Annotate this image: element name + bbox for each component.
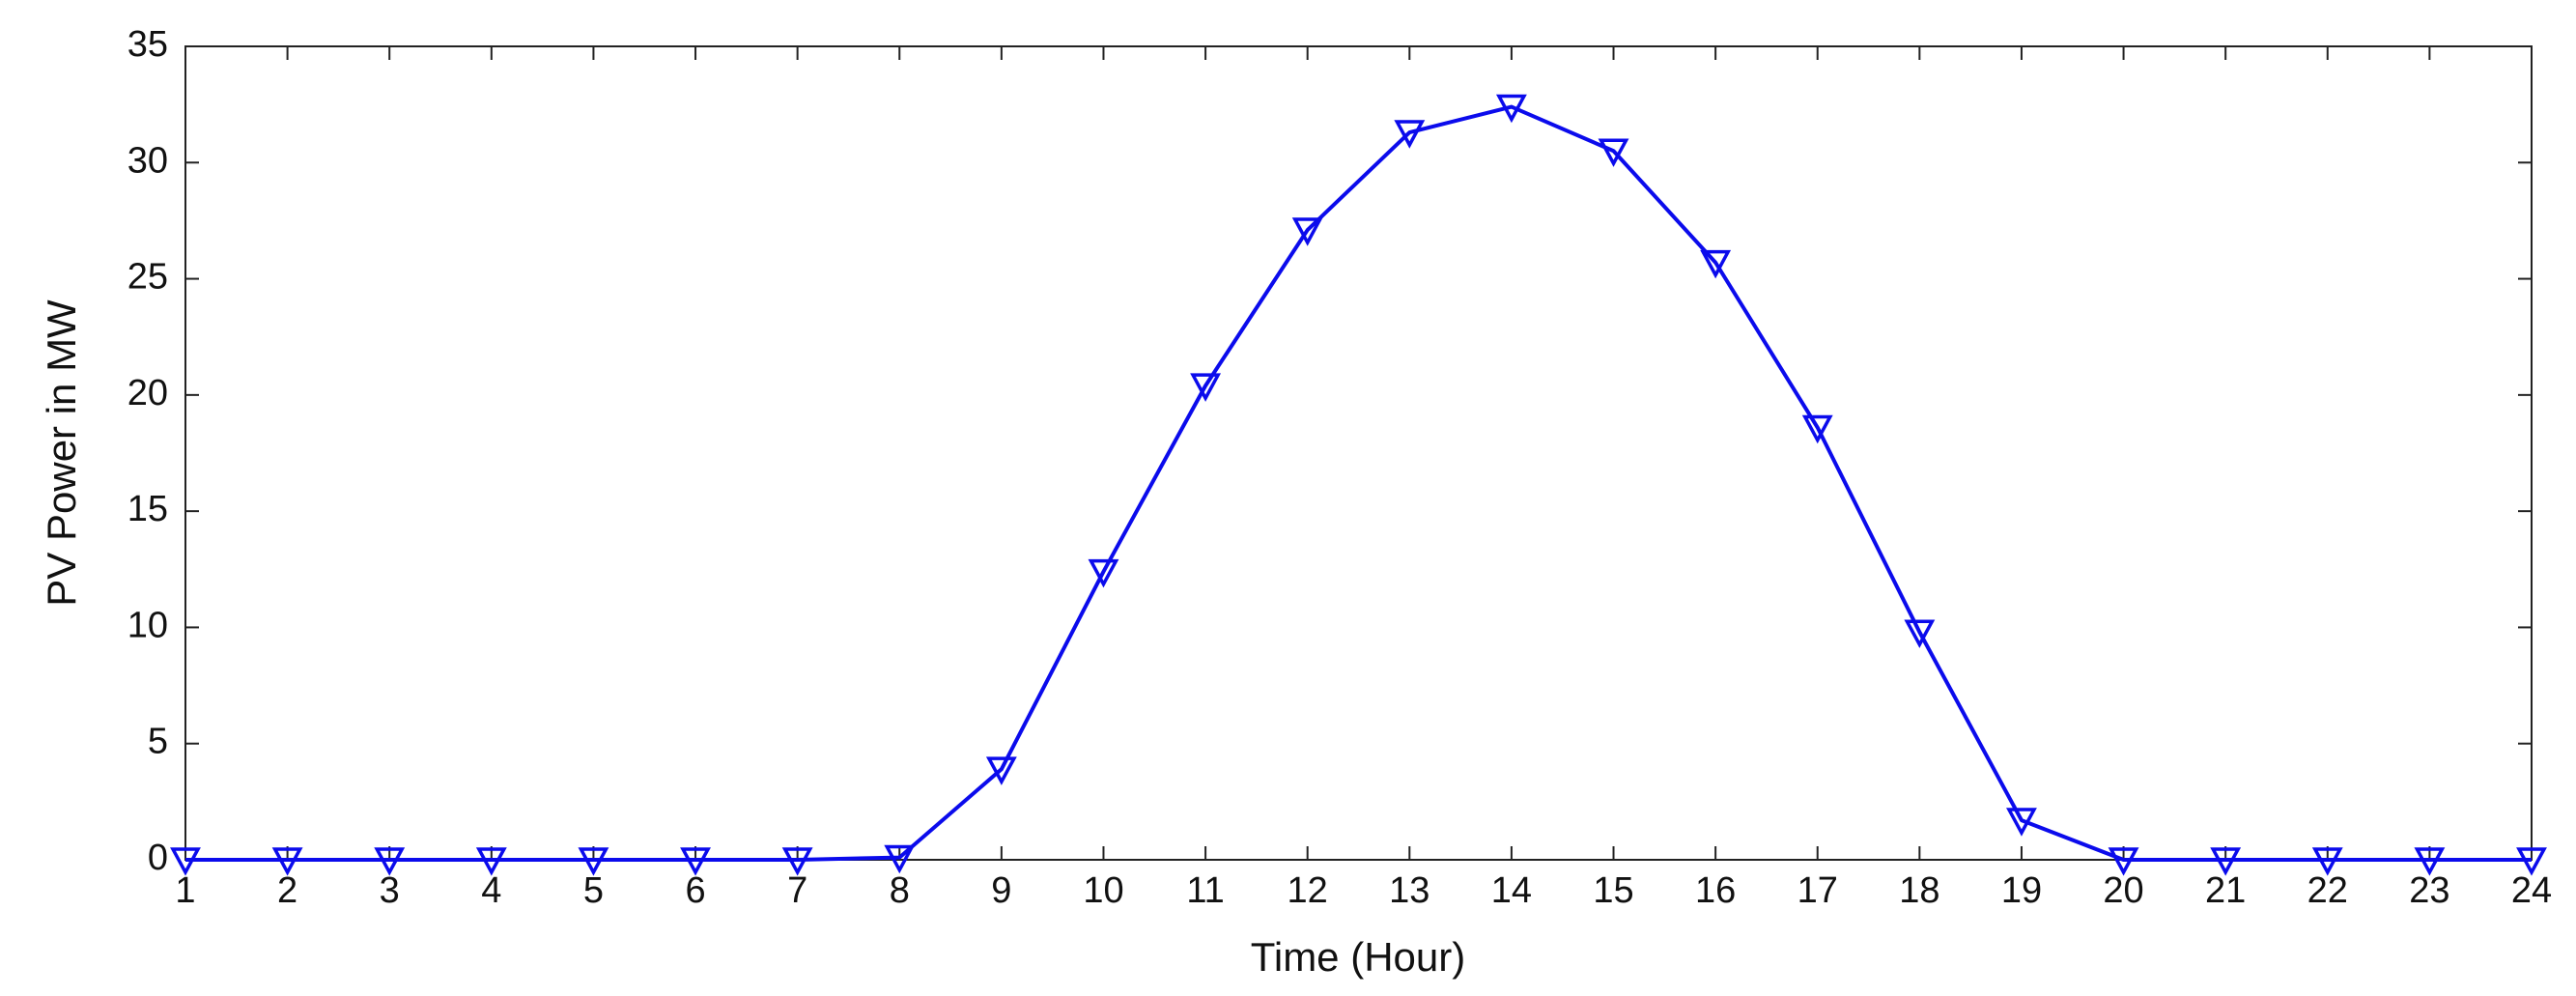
y-tick-label: 35	[127, 24, 168, 65]
marker	[1495, 94, 1527, 124]
y-axis-label: PV Power in MW	[39, 299, 84, 607]
x-tick-label: 22	[2307, 870, 2348, 911]
x-tick-label: 8	[890, 870, 910, 911]
x-tick-label: 2	[277, 870, 297, 911]
marker	[578, 847, 609, 876]
marker	[1394, 120, 1426, 149]
x-tick-label: 21	[2205, 870, 2246, 911]
marker	[475, 847, 507, 876]
y-tick-label: 0	[148, 838, 168, 878]
x-tick-label: 3	[380, 870, 400, 911]
marker	[271, 847, 303, 876]
x-tick-label: 14	[1491, 870, 1532, 911]
x-axis-label: Time (Hour)	[1251, 934, 1465, 980]
x-tick-label: 24	[2511, 870, 2552, 911]
x-tick-label: 7	[787, 870, 807, 911]
marker	[884, 844, 916, 874]
x-tick-label: 23	[2409, 870, 2449, 911]
x-tick-label: 13	[1389, 870, 1430, 911]
y-tick-label: 30	[127, 140, 168, 181]
marker	[2414, 847, 2446, 876]
x-tick-label: 1	[175, 870, 195, 911]
y-tick-label: 20	[127, 373, 168, 413]
marker	[2006, 808, 2037, 837]
x-tick-label: 5	[583, 870, 604, 911]
marker	[2311, 847, 2343, 876]
x-tick-label: 20	[2103, 870, 2143, 911]
y-tick-label: 25	[127, 257, 168, 298]
marker	[2108, 847, 2139, 876]
x-tick-label: 12	[1288, 870, 1328, 911]
y-tick-label: 10	[127, 605, 168, 645]
x-tick-label: 10	[1083, 870, 1123, 911]
marker	[2210, 847, 2242, 876]
x-tick-label: 15	[1593, 870, 1633, 911]
x-tick-label: 19	[2001, 870, 2042, 911]
marker	[1291, 217, 1323, 246]
marker	[2516, 847, 2547, 876]
data-line	[185, 104, 2532, 862]
plot-frame	[184, 45, 2533, 861]
marker	[1801, 414, 1833, 444]
marker	[781, 847, 813, 876]
marker	[1598, 138, 1629, 167]
marker	[1190, 373, 1222, 402]
x-tick-label: 17	[1798, 870, 1838, 911]
marker	[1700, 249, 1732, 279]
y-tick-label: 5	[148, 722, 168, 762]
marker	[374, 847, 406, 876]
marker	[1904, 619, 1936, 648]
x-tick-label: 11	[1186, 870, 1224, 911]
marker	[170, 847, 201, 876]
x-tick-label: 6	[685, 870, 705, 911]
x-tick-label: 18	[1899, 870, 1939, 911]
x-tick-label: 9	[991, 870, 1011, 911]
marker	[680, 847, 711, 876]
x-tick-label: 16	[1695, 870, 1736, 911]
marker	[1088, 558, 1119, 588]
x-tick-label: 4	[481, 870, 501, 911]
marker	[985, 756, 1017, 785]
y-tick-label: 15	[127, 489, 168, 529]
